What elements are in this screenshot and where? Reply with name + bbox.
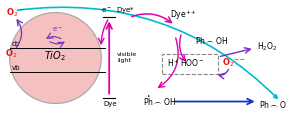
Text: TiO$_2$: TiO$_2$ [45, 49, 67, 63]
Text: visible
light: visible light [117, 52, 137, 63]
Text: cb: cb [12, 41, 20, 47]
Text: O$_2$$^{--}$: O$_2$$^{--}$ [222, 57, 245, 69]
FancyArrowPatch shape [17, 7, 277, 98]
Text: $\bullet$: $\bullet$ [146, 93, 150, 98]
Text: Ph$\frown$OH: Ph$\frown$OH [143, 96, 176, 107]
Text: Dye: Dye [103, 101, 117, 107]
Text: Ph$\frown$OH: Ph$\frown$OH [195, 35, 228, 46]
Text: O$_2$: O$_2$ [5, 48, 17, 60]
Text: O$_2$$^-$: O$_2$$^-$ [6, 6, 24, 19]
Text: Ph$\frown$O: Ph$\frown$O [259, 99, 287, 110]
Text: e$^-$  Dye*: e$^-$ Dye* [101, 5, 135, 15]
Text: Dye$^{++}$: Dye$^{++}$ [170, 9, 197, 22]
Text: e$^-$: e$^-$ [52, 25, 63, 34]
Circle shape [10, 13, 101, 103]
Text: H$^+$: H$^+$ [167, 57, 180, 69]
Text: HOO$^-$: HOO$^-$ [180, 57, 205, 69]
Text: vb: vb [12, 65, 20, 71]
Text: H$_2$O$_2$: H$_2$O$_2$ [256, 41, 277, 53]
